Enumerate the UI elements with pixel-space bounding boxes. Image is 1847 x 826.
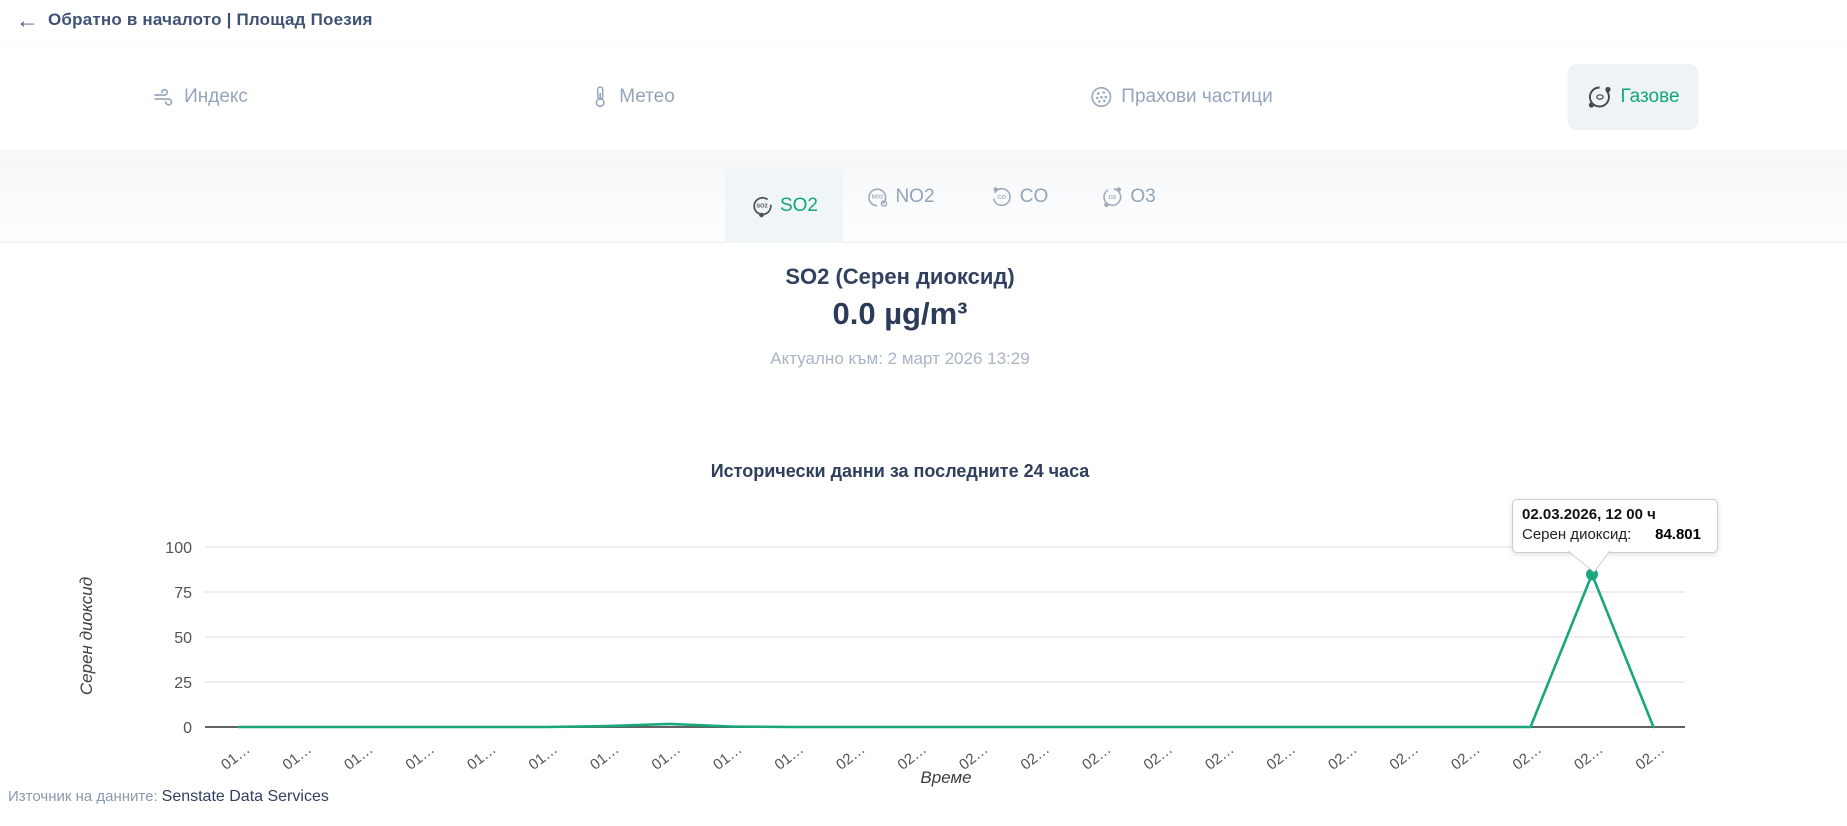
wind-icon <box>152 85 176 109</box>
tooltip-pointer <box>1567 551 1611 573</box>
svg-text:02…: 02… <box>1510 741 1545 774</box>
svg-text:02…: 02… <box>1571 741 1606 774</box>
svg-text:01…: 01… <box>341 741 376 774</box>
tab-index[interactable]: Индекс <box>133 43 267 151</box>
gas-tab-co[interactable]: CO CO <box>990 150 1049 243</box>
svg-text:01…: 01… <box>587 741 622 774</box>
back-arrow-icon[interactable]: ← <box>16 7 39 33</box>
so2-history-line-chart[interactable]: 100 75 50 25 0 01… 01… 01… 01… 01… 01… 01… 01… 01… 01…… <box>0 500 1847 810</box>
svg-text:02…: 02… <box>1202 741 1237 774</box>
data-source-name: Senstate Data Services <box>161 788 329 805</box>
svg-text:01…: 01… <box>649 741 684 774</box>
svg-text:02…: 02… <box>1018 741 1053 774</box>
tab-label: Индекс <box>184 86 248 107</box>
gas-molecule-icon <box>1586 84 1612 110</box>
reading-title: SO2 (Серен диоксид) <box>785 264 1015 289</box>
svg-text:02…: 02… <box>1264 741 1299 774</box>
svg-text:0: 0 <box>183 720 192 737</box>
back-link-station-title[interactable]: Обратно в началото | Площад Поезия <box>48 10 373 29</box>
svg-text:100: 100 <box>165 540 192 557</box>
tooltip-series-label: Серен диоксид: <box>1522 526 1632 543</box>
svg-text:01…: 01… <box>772 741 807 774</box>
reading-updated-timestamp: Актуално към: 2 март 2026 13:29 <box>770 349 1030 368</box>
main-tab-bar: Индекс Метео <box>0 42 1847 150</box>
data-source-label: Източник на данните: <box>8 788 158 805</box>
chart-title: Исторически данни за последните 24 часа <box>710 461 1090 481</box>
gas-tab-o3[interactable]: O3 O3 <box>1100 150 1156 243</box>
tab-meteo[interactable]: Метео <box>570 43 694 151</box>
gas-tab-label: O3 <box>1130 185 1156 207</box>
gas-tab-so2[interactable]: SO2 SO2 <box>725 168 843 243</box>
tab-particulates[interactable]: Прахови частици <box>1070 43 1291 151</box>
svg-text:O3: O3 <box>1109 195 1116 201</box>
gas-tab-strip: SO2 SO2 NO2 NO2 CO <box>0 150 1847 243</box>
reading-value: 0.0 µg/m³ <box>832 296 968 331</box>
svg-text:CO: CO <box>998 195 1007 201</box>
svg-text:02…: 02… <box>1079 741 1114 774</box>
svg-text:01…: 01… <box>464 741 499 774</box>
svg-text:Време: Време <box>920 768 971 787</box>
svg-text:01…: 01… <box>280 741 315 774</box>
tooltip-value: 84.801 <box>1655 526 1701 543</box>
chart-tooltip: 02.03.2026, 12 00 ч Серен диоксид: 84.80… <box>1512 499 1718 553</box>
tab-label: Газове <box>1620 86 1680 107</box>
tab-label: Прахови частици <box>1121 86 1273 107</box>
svg-text:02…: 02… <box>1387 741 1422 774</box>
svg-text:Серен диоксид: Серен диоксид <box>77 577 96 695</box>
svg-text:02…: 02… <box>833 741 868 774</box>
svg-text:50: 50 <box>174 630 192 647</box>
svg-text:02…: 02… <box>1141 741 1176 774</box>
particles-icon <box>1089 85 1113 109</box>
svg-text:75: 75 <box>174 585 192 602</box>
svg-text:02…: 02… <box>1325 741 1360 774</box>
no2-molecule-icon: NO2 <box>865 185 889 209</box>
svg-text:25: 25 <box>174 675 192 692</box>
tooltip-datetime: 02.03.2026, 12 00 ч <box>1522 506 1656 523</box>
o3-molecule-icon: O3 <box>1100 185 1124 209</box>
co-molecule-icon: CO <box>990 185 1014 209</box>
gas-tab-no2[interactable]: NO2 NO2 <box>865 150 935 243</box>
svg-text:02…: 02… <box>1448 741 1483 774</box>
gas-tab-label: CO <box>1019 185 1049 207</box>
thermometer-icon <box>589 85 611 109</box>
gas-tab-label: NO2 <box>895 185 935 207</box>
svg-text:01…: 01… <box>403 741 438 774</box>
tab-label: Метео <box>619 86 675 107</box>
tab-gases[interactable]: Газове <box>1567 43 1699 151</box>
svg-text:NO2: NO2 <box>872 194 884 200</box>
so2-molecule-icon: SO2 <box>750 194 774 218</box>
svg-text:01…: 01… <box>526 741 561 774</box>
data-source-footer: Източник на данните: Senstate Data Servic… <box>8 788 329 806</box>
svg-text:01…: 01… <box>218 741 253 774</box>
svg-text:01…: 01… <box>710 741 745 774</box>
top-bar: ← Обратно в началото | Площад Поезия <box>0 0 1847 42</box>
svg-text:SO2: SO2 <box>756 203 767 209</box>
svg-text:02…: 02… <box>1633 741 1668 774</box>
gas-tab-label: SO2 <box>779 194 819 216</box>
